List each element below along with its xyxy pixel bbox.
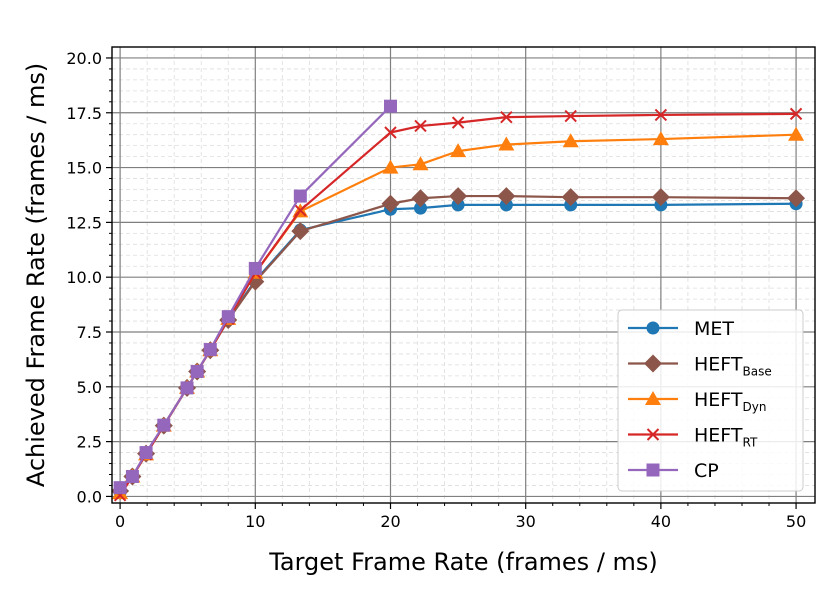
x-tick-label: 20: [380, 512, 400, 531]
data-point-cp: [190, 364, 204, 378]
data-point-cp: [139, 446, 153, 460]
major-grid: [112, 47, 815, 503]
data-point-heft-base: [291, 222, 310, 241]
data-point-cp: [157, 418, 171, 432]
y-axis-label: Achieved Frame Rate (frames / ms): [22, 63, 50, 487]
x-tick-label: 40: [651, 512, 671, 531]
legend-label-met: MET: [694, 318, 734, 340]
data-point-cp: [293, 189, 307, 203]
data-point-heft-dyn: [788, 126, 805, 141]
data-point-heft-rt: [789, 107, 803, 121]
y-tick-label: 15.0: [66, 159, 102, 178]
legend-label-subscript: RT: [743, 436, 758, 450]
data-point-heft-base: [651, 188, 670, 207]
data-point-cp: [113, 481, 127, 495]
x-tick-label: 10: [245, 512, 265, 531]
data-point-heft-dyn: [382, 159, 399, 174]
data-point-heft-rt: [414, 119, 427, 133]
data-point-heft-dyn: [498, 136, 515, 151]
legend-box: [617, 309, 804, 492]
y-tick-label: 17.5: [66, 104, 102, 123]
data-point-heft-dyn: [450, 143, 467, 158]
data-point-heft-rt: [384, 126, 397, 139]
legend-label-cp: CP: [694, 460, 719, 482]
data-point-heft-rt: [654, 108, 668, 122]
data-point-cp: [383, 99, 397, 113]
data-point-heft-dyn: [562, 133, 579, 148]
series-layer: [111, 99, 806, 502]
data-point-cp: [248, 261, 262, 275]
data-point-heft-base: [411, 189, 430, 208]
legend-marker-met: [646, 321, 660, 335]
x-axis-label: Target Frame Rate (frames / ms): [268, 548, 658, 576]
data-point-cp: [180, 381, 194, 395]
data-point-met: [414, 201, 428, 215]
legend-label-subscript: Dyn: [743, 400, 767, 414]
data-point-cp: [203, 343, 217, 357]
x-tick-label: 0: [115, 512, 125, 531]
y-tick-label: 20.0: [66, 49, 102, 68]
data-point-heft-dyn: [412, 156, 429, 171]
data-point-heft-dyn: [652, 131, 669, 146]
data-point-heft-base: [497, 187, 516, 206]
legend-label-heft-base: HEFTBase: [694, 354, 772, 379]
data-point-heft-rt: [564, 109, 577, 123]
plot-area-frame: [111, 46, 816, 504]
y-tick-label: 7.5: [77, 323, 102, 342]
x-tick-label: 30: [516, 512, 536, 531]
y-tick-label: 12.5: [66, 213, 102, 232]
data-point-cp: [125, 469, 139, 483]
data-point-heft-base: [449, 187, 468, 206]
legend-marker-heft-dyn: [645, 391, 661, 405]
axis-ticks: 0 10 20 30 40 50 0.0 2.5 5.0 7.5 10.0 12.5 15.0 17.5 2…: [66, 49, 806, 531]
data-point-cp: [221, 310, 235, 324]
data-point-heft-base: [787, 189, 806, 208]
y-tick-label: 2.5: [77, 433, 102, 452]
y-tick-label: 0.0: [77, 487, 102, 506]
legend-marker-heft-rt: [646, 428, 660, 441]
data-point-heft-rt: [500, 110, 513, 124]
data-point-heft-rt: [294, 204, 307, 217]
legend-marker-heft-base: [644, 354, 662, 373]
data-point-heft-base: [561, 188, 580, 207]
legend-marker-cp: [646, 463, 660, 477]
y-tick-label: 10.0: [66, 268, 102, 287]
x-tick-label: 50: [786, 512, 806, 531]
y-tick-label: 5.0: [77, 378, 102, 397]
data-point-heft-base: [381, 194, 400, 213]
legend-label-subscript: Base: [743, 365, 772, 379]
data-point-heft-rt: [451, 116, 465, 129]
